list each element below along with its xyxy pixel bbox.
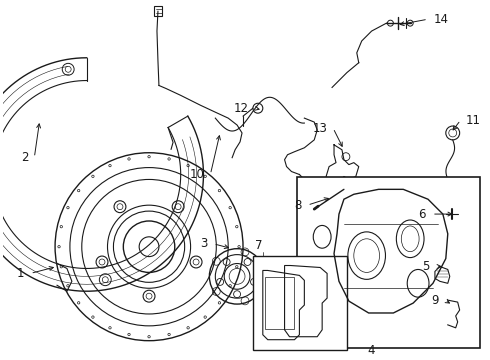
- Text: 1: 1: [17, 267, 24, 280]
- Bar: [297, 177, 480, 348]
- Bar: [154, 6, 162, 16]
- Text: 8: 8: [294, 199, 301, 212]
- Text: 9: 9: [431, 294, 439, 307]
- Text: 10: 10: [190, 168, 204, 181]
- Text: 14: 14: [434, 13, 449, 26]
- Text: 6: 6: [418, 208, 426, 221]
- Text: 13: 13: [312, 122, 327, 135]
- Text: 11: 11: [466, 114, 481, 127]
- Bar: [253, 256, 347, 350]
- Text: 4: 4: [367, 344, 374, 357]
- Bar: [265, 277, 294, 329]
- Text: 2: 2: [21, 151, 28, 164]
- Text: 7: 7: [255, 239, 262, 252]
- Text: 12: 12: [234, 102, 249, 115]
- Text: 3: 3: [200, 237, 207, 250]
- Text: 5: 5: [422, 260, 430, 273]
